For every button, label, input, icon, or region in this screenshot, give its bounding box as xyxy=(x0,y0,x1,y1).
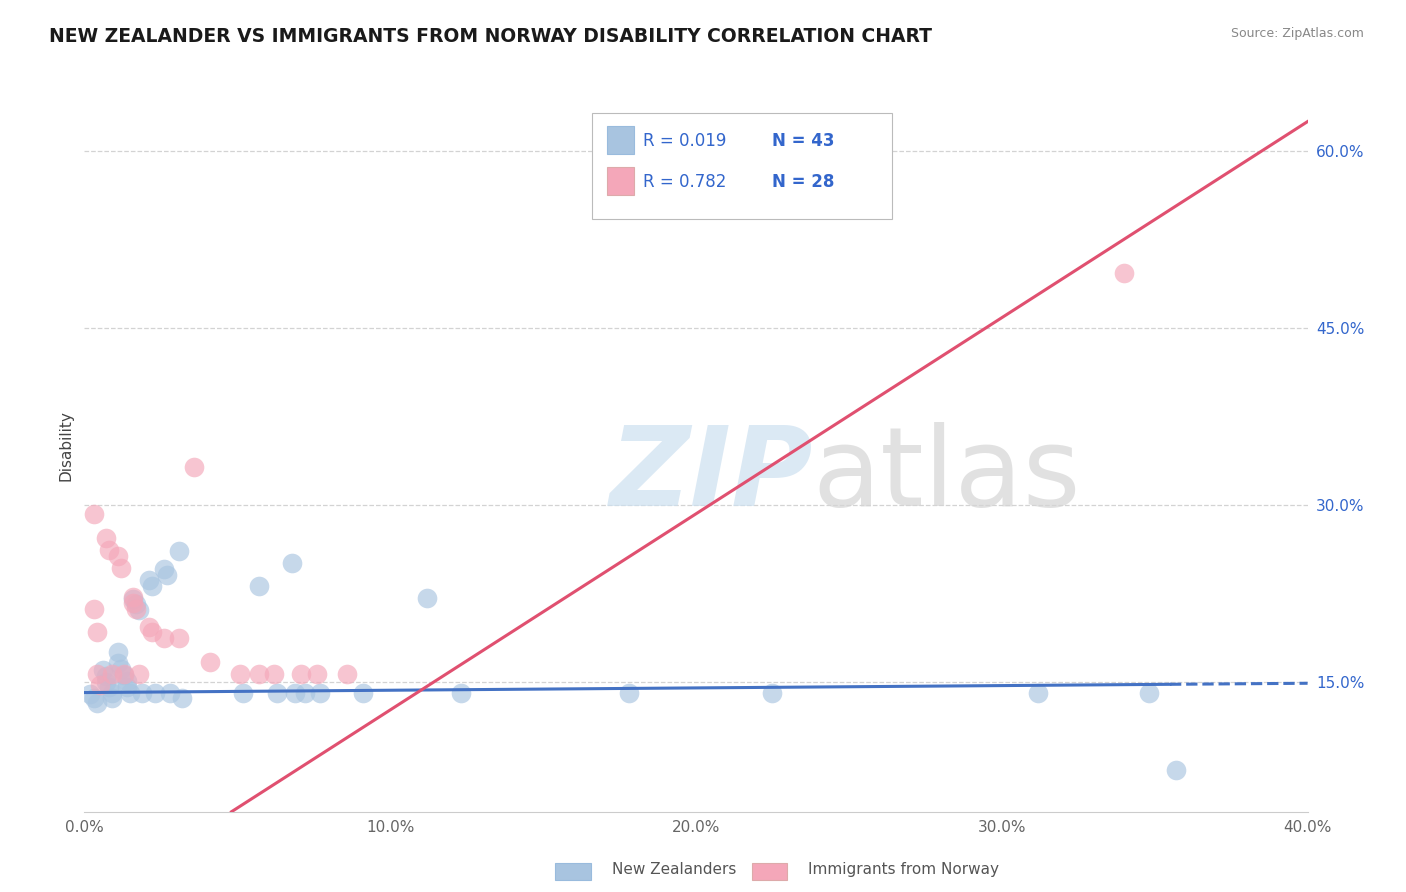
Point xyxy=(110,560,132,574)
Point xyxy=(141,579,163,593)
Point xyxy=(115,680,138,694)
Text: N = 28: N = 28 xyxy=(772,173,834,191)
Point xyxy=(94,531,117,545)
Text: N = 43: N = 43 xyxy=(772,132,834,150)
Point xyxy=(97,542,120,557)
Text: R = 0.019: R = 0.019 xyxy=(644,132,727,150)
Point xyxy=(167,632,190,646)
Text: New Zealanders: New Zealanders xyxy=(612,863,735,877)
Point xyxy=(172,691,194,706)
Point xyxy=(86,625,108,640)
Point xyxy=(97,680,120,694)
Point xyxy=(281,556,304,570)
Point xyxy=(112,668,135,682)
Point xyxy=(122,592,145,607)
Point xyxy=(308,685,330,699)
Point xyxy=(138,574,160,588)
Point xyxy=(128,666,150,681)
Point xyxy=(91,663,114,677)
Point xyxy=(284,685,307,699)
Point xyxy=(112,666,135,681)
Point xyxy=(122,596,145,610)
Point xyxy=(167,544,190,558)
Point xyxy=(138,619,160,633)
Point xyxy=(1028,685,1050,699)
Point xyxy=(107,645,129,659)
Point xyxy=(101,691,124,706)
Point xyxy=(156,567,179,582)
Point xyxy=(229,666,252,681)
Point xyxy=(141,625,163,640)
Text: NEW ZEALANDER VS IMMIGRANTS FROM NORWAY DISABILITY CORRELATION CHART: NEW ZEALANDER VS IMMIGRANTS FROM NORWAY … xyxy=(49,27,932,45)
Point xyxy=(232,685,254,699)
Point xyxy=(198,655,221,669)
Point xyxy=(617,685,640,699)
Text: Immigrants from Norway: Immigrants from Norway xyxy=(808,863,1000,877)
Point xyxy=(86,666,108,681)
Point xyxy=(125,602,148,616)
Y-axis label: Disability: Disability xyxy=(58,410,73,482)
Point xyxy=(305,666,328,681)
Point xyxy=(1114,266,1136,280)
FancyBboxPatch shape xyxy=(606,168,634,195)
Point xyxy=(79,687,101,701)
Point xyxy=(101,666,124,681)
Point xyxy=(1164,764,1187,778)
Point xyxy=(83,508,105,522)
Point xyxy=(94,669,117,683)
Point xyxy=(1137,685,1160,699)
Text: R = 0.782: R = 0.782 xyxy=(644,173,727,191)
Point xyxy=(115,673,138,688)
Point xyxy=(143,685,166,699)
Point xyxy=(125,597,148,611)
Text: ZIP: ZIP xyxy=(610,422,814,529)
Point xyxy=(266,685,288,699)
Point xyxy=(183,460,205,475)
Text: Source: ZipAtlas.com: Source: ZipAtlas.com xyxy=(1230,27,1364,40)
Point xyxy=(122,590,145,604)
Point xyxy=(83,691,105,706)
Text: atlas: atlas xyxy=(813,422,1081,529)
Point xyxy=(290,666,312,681)
Point xyxy=(120,685,142,699)
Point xyxy=(101,685,124,699)
Point xyxy=(352,685,374,699)
Point xyxy=(159,685,181,699)
Point xyxy=(761,685,783,699)
Point xyxy=(83,602,105,616)
Point xyxy=(94,675,117,690)
Point xyxy=(131,685,153,699)
Point xyxy=(153,632,176,646)
Point xyxy=(107,549,129,563)
Point xyxy=(336,666,359,681)
Point xyxy=(107,656,129,670)
Point xyxy=(263,666,285,681)
FancyBboxPatch shape xyxy=(606,127,634,154)
FancyBboxPatch shape xyxy=(592,113,891,219)
Point xyxy=(89,678,111,692)
Point xyxy=(110,662,132,676)
Point xyxy=(247,579,270,593)
Point xyxy=(450,685,472,699)
Point xyxy=(247,666,270,681)
Point xyxy=(128,603,150,617)
Point xyxy=(86,696,108,710)
Point xyxy=(294,685,316,699)
Point xyxy=(416,591,439,606)
Point xyxy=(153,562,176,576)
